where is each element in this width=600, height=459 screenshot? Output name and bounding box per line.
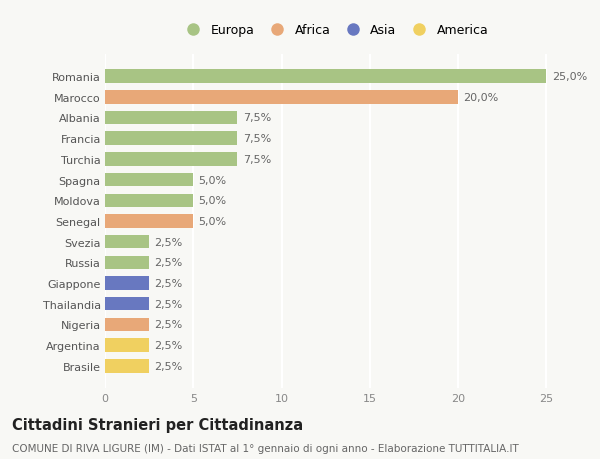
- Text: 7,5%: 7,5%: [242, 155, 271, 164]
- Text: Cittadini Stranieri per Cittadinanza: Cittadini Stranieri per Cittadinanza: [12, 417, 303, 432]
- Bar: [105, 359, 149, 373]
- Bar: [105, 297, 149, 311]
- Bar: [105, 277, 149, 290]
- Bar: [105, 70, 547, 84]
- Text: 2,5%: 2,5%: [154, 320, 182, 330]
- Text: 2,5%: 2,5%: [154, 279, 182, 288]
- Text: 7,5%: 7,5%: [242, 113, 271, 123]
- Bar: [105, 91, 458, 104]
- Text: 2,5%: 2,5%: [154, 341, 182, 350]
- Bar: [105, 153, 238, 166]
- Bar: [105, 256, 149, 269]
- Text: 2,5%: 2,5%: [154, 361, 182, 371]
- Text: 2,5%: 2,5%: [154, 237, 182, 247]
- Text: 2,5%: 2,5%: [154, 258, 182, 268]
- Text: 5,0%: 5,0%: [199, 175, 227, 185]
- Text: 5,0%: 5,0%: [199, 217, 227, 226]
- Text: 5,0%: 5,0%: [199, 196, 227, 206]
- Bar: [105, 318, 149, 331]
- Text: 2,5%: 2,5%: [154, 299, 182, 309]
- Legend: Europa, Africa, Asia, America: Europa, Africa, Asia, America: [178, 22, 491, 39]
- Bar: [105, 112, 238, 125]
- Bar: [105, 235, 149, 249]
- Text: COMUNE DI RIVA LIGURE (IM) - Dati ISTAT al 1° gennaio di ogni anno - Elaborazion: COMUNE DI RIVA LIGURE (IM) - Dati ISTAT …: [12, 443, 519, 453]
- Bar: [105, 194, 193, 207]
- Text: 25,0%: 25,0%: [551, 72, 587, 82]
- Text: 20,0%: 20,0%: [463, 93, 499, 102]
- Bar: [105, 174, 193, 187]
- Text: 7,5%: 7,5%: [242, 134, 271, 144]
- Bar: [105, 339, 149, 352]
- Bar: [105, 215, 193, 228]
- Bar: [105, 132, 238, 146]
